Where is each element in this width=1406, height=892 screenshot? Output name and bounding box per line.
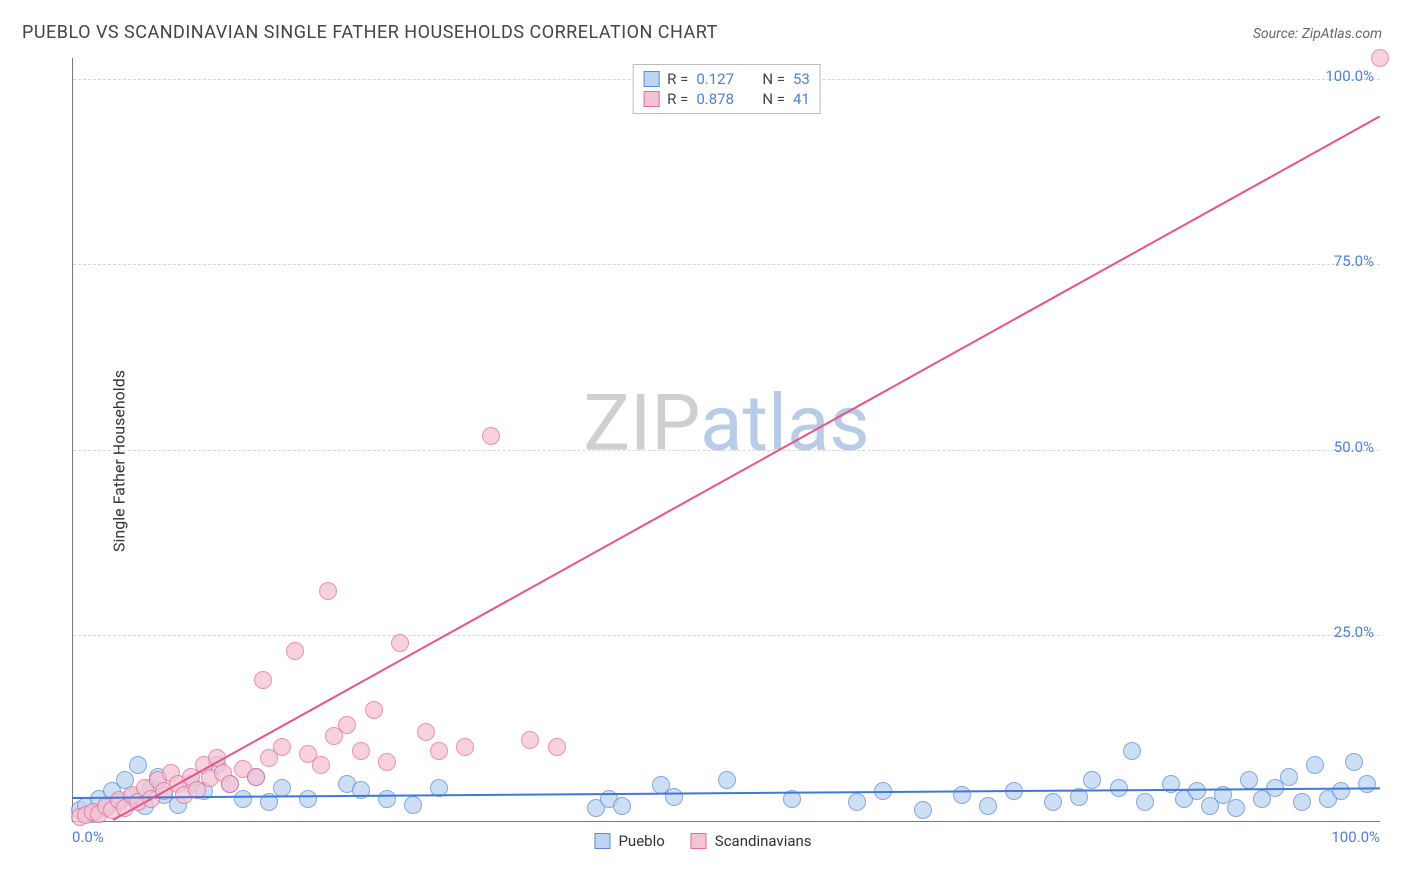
- legend-swatch: [643, 91, 659, 107]
- data-point: [338, 716, 356, 734]
- x-axis-max-label: 100.0%: [1331, 828, 1380, 846]
- data-point: [548, 738, 566, 756]
- data-point: [129, 756, 147, 774]
- data-point: [1044, 793, 1062, 811]
- data-point: [312, 756, 330, 774]
- data-point: [378, 790, 396, 808]
- data-point: [613, 797, 631, 815]
- source-label: Source:: [1253, 26, 1302, 42]
- legend-r-label: R =: [667, 70, 688, 88]
- legend-r-value: 0.127: [696, 70, 748, 88]
- x-axis-min-label: 0.0%: [72, 828, 104, 846]
- data-point: [254, 671, 272, 689]
- legend-n-label: N =: [762, 90, 785, 108]
- data-point: [456, 738, 474, 756]
- data-point: [430, 742, 448, 760]
- trend-line: [113, 115, 1381, 820]
- gridline: [73, 264, 1380, 265]
- series-legend-label: Pueblo: [618, 832, 664, 850]
- data-point: [521, 731, 539, 749]
- data-point: [1240, 771, 1258, 789]
- data-point: [299, 790, 317, 808]
- data-point: [914, 801, 932, 819]
- y-tick-label: 100.0%: [1325, 67, 1374, 85]
- watermark-right: atlas: [700, 379, 870, 470]
- data-point: [234, 790, 252, 808]
- data-point: [1110, 779, 1128, 797]
- correlation-legend: R = 0.127 N = 53 R = 0.878 N = 41: [632, 64, 821, 114]
- source-name: ZipAtlas.com: [1302, 26, 1382, 42]
- data-point: [1136, 793, 1154, 811]
- data-point: [718, 771, 736, 789]
- data-point: [1306, 756, 1324, 774]
- plot-area: ZIPatlas R = 0.127N = 53R = 0.878N = 41 …: [72, 58, 1380, 822]
- data-point: [1227, 799, 1245, 817]
- data-point: [953, 786, 971, 804]
- legend-swatch: [594, 833, 610, 849]
- legend-r-label: R =: [667, 90, 688, 108]
- data-point: [1358, 775, 1376, 793]
- data-point: [1332, 782, 1350, 800]
- legend-swatch: [691, 833, 707, 849]
- legend-r-value: 0.878: [696, 90, 748, 108]
- data-point: [352, 742, 370, 760]
- legend-row: R = 0.878 N = 41: [643, 89, 810, 109]
- y-tick-label: 75.0%: [1334, 252, 1374, 270]
- data-point: [1280, 768, 1298, 786]
- data-point: [1371, 49, 1389, 67]
- data-point: [378, 753, 396, 771]
- y-tick-label: 25.0%: [1334, 623, 1374, 641]
- data-point: [848, 793, 866, 811]
- watermark-left: ZIP: [583, 379, 700, 470]
- gridline: [73, 450, 1380, 451]
- data-point: [665, 788, 683, 806]
- data-point: [365, 701, 383, 719]
- data-point: [404, 796, 422, 814]
- data-point: [319, 582, 337, 600]
- data-point: [1345, 753, 1363, 771]
- data-point: [273, 779, 291, 797]
- data-point: [417, 723, 435, 741]
- legend-n-label: N =: [762, 70, 785, 88]
- data-point: [1123, 742, 1141, 760]
- series-legend: Pueblo Scandinavians: [594, 832, 811, 850]
- data-point: [1188, 782, 1206, 800]
- data-point: [482, 427, 500, 445]
- data-point: [1293, 793, 1311, 811]
- gridline: [73, 635, 1380, 636]
- legend-n-value: 53: [793, 70, 810, 88]
- chart-container: Single Father Households ZIPatlas R = 0.…: [22, 52, 1384, 870]
- data-point: [273, 738, 291, 756]
- data-point: [247, 768, 265, 786]
- data-point: [979, 797, 997, 815]
- legend-swatch: [643, 71, 659, 87]
- series-legend-label: Scandinavians: [715, 832, 812, 850]
- legend-row: R = 0.127 N = 53: [643, 69, 810, 89]
- legend-n-value: 41: [793, 90, 810, 108]
- data-point: [286, 642, 304, 660]
- chart-title: PUEBLO VS SCANDINAVIAN SINGLE FATHER HOU…: [22, 22, 718, 43]
- data-point: [1083, 771, 1101, 789]
- y-tick-label: 50.0%: [1334, 438, 1374, 456]
- series-legend-item: Pueblo: [594, 832, 664, 850]
- data-point: [221, 775, 239, 793]
- source-attribution: Source: ZipAtlas.com: [1253, 26, 1382, 42]
- data-point: [391, 634, 409, 652]
- series-legend-item: Scandinavians: [691, 832, 812, 850]
